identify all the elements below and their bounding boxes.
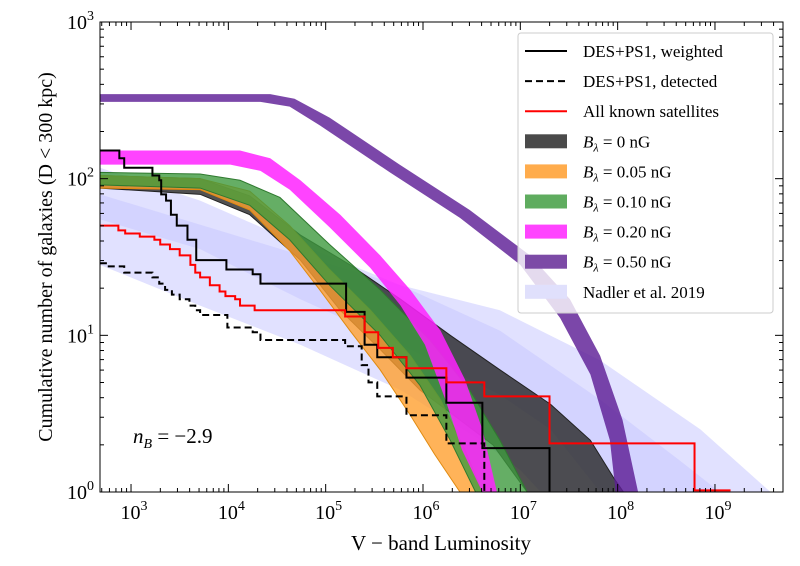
tick-exponent: 5 [335, 499, 342, 514]
tick-base: 10 [704, 502, 724, 524]
legend-label: Bλ = 0.50 nG [583, 253, 671, 275]
x-tick-label: 108 [607, 499, 634, 524]
legend-label: All known satellites [583, 102, 719, 121]
legend-item-7: Bλ = 0.50 nG [525, 253, 671, 275]
x-tick-label: 105 [315, 499, 342, 524]
tick-base: 10 [67, 169, 87, 191]
tick-base: 10 [67, 325, 87, 347]
legend-text: 0.05 nG [617, 162, 672, 181]
step-all-known-satellites [100, 224, 731, 492]
legend-eq: = [599, 132, 617, 151]
legend-symbol: B [583, 162, 594, 181]
legend-item-5: Bλ = 0.10 nG [525, 193, 671, 215]
legend-text: DES+PS1, weighted [583, 42, 723, 61]
tick-base: 10 [412, 502, 432, 524]
legend: DES+PS1, weighted DES+PS1, detected All kn… [517, 32, 774, 314]
legend-label: Nadler et al. 2019 [583, 283, 705, 302]
tick-exponent: 3 [87, 9, 94, 24]
legend-eq: = [599, 193, 617, 212]
observed-steps [100, 149, 731, 492]
legend-symbol-sub: λ [592, 231, 598, 245]
legend-swatch [525, 284, 567, 299]
step-des-ps1-detected [100, 262, 486, 492]
x-tick-label: 106 [412, 499, 439, 524]
x-tick-label: 103 [121, 499, 148, 524]
legend-symbol-sub: λ [592, 261, 598, 275]
legend-symbol-sub: λ [592, 201, 598, 215]
tick-base: 10 [121, 502, 141, 524]
legend-symbol: B [583, 132, 594, 151]
annotation-sub: B [144, 437, 153, 452]
tick-exponent: 4 [238, 499, 245, 514]
legend-symbol-sub: λ [592, 140, 598, 154]
tick-base: 10 [510, 502, 530, 524]
legend-item-0: DES+PS1, weighted [525, 42, 723, 61]
x-tick-label: 107 [510, 499, 537, 524]
legend-text: 0.10 nG [617, 193, 672, 212]
legend-label: DES+PS1, weighted [583, 42, 723, 61]
legend-text: 0 nG [617, 132, 651, 151]
legend-text: 0.50 nG [617, 253, 672, 272]
legend-item-2: All known satellites [525, 102, 719, 121]
legend-item-8: Nadler et al. 2019 [525, 283, 705, 302]
tick-exponent: 6 [432, 499, 439, 514]
tick-base: 10 [218, 502, 238, 524]
legend-symbol: B [583, 223, 594, 242]
tick-exponent: 8 [627, 499, 634, 514]
annotation-value: = −2.9 [152, 424, 212, 448]
legend-eq: = [599, 253, 617, 272]
legend-text: DES+PS1, detected [583, 72, 718, 91]
legend-swatch [525, 164, 567, 179]
legend-item-1: DES+PS1, detected [525, 72, 718, 91]
legend-box [517, 32, 774, 314]
legend-swatch [525, 194, 567, 209]
tick-exponent: 2 [87, 166, 94, 181]
legend-text: 0.20 nG [617, 223, 672, 242]
tick-exponent: 9 [724, 499, 731, 514]
legend-label: Bλ = 0.20 nG [583, 223, 671, 245]
annotation-nb: nB = −2.9 [133, 424, 213, 452]
tick-exponent: 7 [530, 499, 537, 514]
tick-base: 10 [67, 482, 87, 504]
y-tick-label: 101 [67, 322, 94, 347]
plot-frame [99, 21, 784, 493]
x-tick-label: 109 [704, 499, 731, 524]
legend-swatch [525, 134, 567, 149]
band-b-lambda-0-20-ng [100, 150, 497, 492]
legend-text: All known satellites [583, 102, 719, 121]
tick-base: 10 [315, 502, 335, 524]
tick-exponent: 3 [141, 499, 148, 514]
y-tick-label: 102 [67, 166, 94, 191]
legend-swatch [525, 224, 567, 239]
legend-symbol-sub: λ [592, 170, 598, 184]
x-tick-label: 104 [218, 499, 245, 524]
tick-base: 10 [67, 12, 87, 34]
axis-ticks [100, 21, 784, 493]
model-bands [100, 94, 771, 492]
legend-label: DES+PS1, detected [583, 72, 718, 91]
tick-base: 10 [607, 502, 627, 524]
legend-item-3: Bλ = 0 nG [525, 132, 650, 154]
y-axis-label: Cumulative number of galaxies (D < 300 k… [35, 72, 57, 442]
y-tick-label: 103 [67, 9, 94, 34]
tick-exponent: 1 [87, 322, 94, 337]
legend-swatch [525, 254, 567, 269]
legend-label: Bλ = 0.10 nG [583, 193, 671, 215]
legend-symbol: B [583, 193, 594, 212]
annotation-main: n [133, 424, 144, 448]
legend-item-4: Bλ = 0.05 nG [525, 162, 671, 184]
legend-label: Bλ = 0 nG [583, 132, 650, 154]
legend-eq: = [599, 223, 617, 242]
tick-exponent: 0 [87, 479, 94, 494]
legend-eq: = [599, 162, 617, 181]
legend-symbol: B [583, 253, 594, 272]
legend-label: Bλ = 0.05 nG [583, 162, 671, 184]
y-tick-label: 100 [67, 479, 94, 504]
x-axis-label: V − band Luminosity [351, 531, 532, 555]
legend-text: Nadler et al. 2019 [583, 283, 705, 302]
legend-item-6: Bλ = 0.20 nG [525, 223, 671, 245]
